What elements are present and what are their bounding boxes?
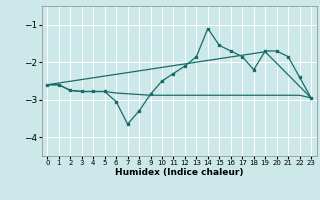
X-axis label: Humidex (Indice chaleur): Humidex (Indice chaleur) bbox=[115, 168, 244, 177]
